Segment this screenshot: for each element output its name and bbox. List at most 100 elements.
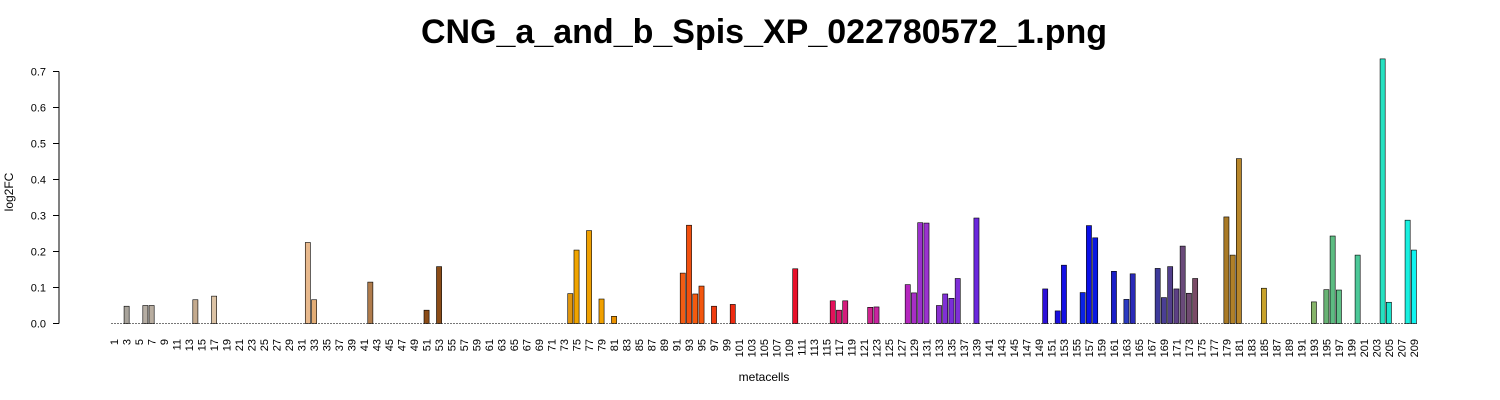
bar — [611, 315, 617, 324]
x-tick-label: 51 — [422, 339, 434, 351]
x-tick-label: 127 — [896, 339, 908, 357]
bar — [1229, 254, 1236, 324]
x-tick-label: 169 — [1159, 339, 1171, 357]
x-tick-label: 187 — [1271, 339, 1283, 357]
bar — [1079, 292, 1086, 324]
bar — [948, 297, 955, 324]
y-tick-label: 0.7 — [31, 67, 46, 79]
x-tick-label: 207 — [1396, 339, 1408, 357]
x-tick-label: 103 — [747, 339, 759, 357]
x-tick-label: 183 — [1246, 339, 1258, 357]
x-tick-label: 91 — [672, 339, 684, 351]
x-tick-label: 197 — [1334, 339, 1346, 357]
x-tick-label: 79 — [597, 339, 609, 351]
bar — [711, 305, 717, 324]
bar — [842, 300, 849, 324]
bar — [729, 304, 736, 324]
x-tick-label: 171 — [1171, 339, 1183, 357]
x-tick-label: 111 — [796, 339, 808, 356]
bar — [1092, 237, 1099, 324]
x-tick-label: 173 — [1184, 339, 1196, 357]
bar — [936, 305, 942, 324]
bar — [211, 295, 217, 324]
chart-title: CNG_a_and_b_Spis_XP_022780572_1.png — [421, 13, 1107, 51]
bar — [917, 222, 924, 324]
bar — [1336, 289, 1342, 324]
y-tick-label: 0.4 — [31, 175, 46, 187]
bar — [1323, 289, 1330, 324]
bar — [192, 299, 199, 324]
x-tick-label: 177 — [1209, 339, 1221, 357]
x-tick-label: 195 — [1321, 339, 1333, 357]
bar — [304, 242, 311, 324]
bar — [586, 230, 592, 324]
x-tick-label: 93 — [684, 339, 696, 351]
bar — [867, 306, 874, 324]
x-tick-label: 87 — [647, 339, 659, 351]
x-tick-label: 159 — [1096, 339, 1108, 357]
bar — [1386, 301, 1392, 324]
x-tick-label: 63 — [497, 339, 509, 351]
bar — [1404, 219, 1411, 324]
bar — [148, 305, 155, 324]
x-tick-label: 155 — [1071, 339, 1083, 357]
x-tick-label: 89 — [659, 339, 671, 351]
bar — [792, 268, 799, 324]
y-tick-label: 0.5 — [31, 139, 46, 151]
x-tick-label: 107 — [771, 339, 783, 357]
x-tick-label: 179 — [1221, 339, 1233, 357]
bar — [1223, 216, 1230, 324]
y-tick-label: 0.2 — [31, 247, 46, 259]
x-tick-label: 9 — [159, 339, 171, 345]
x-tick-label: 35 — [322, 339, 334, 351]
y-axis: 0.0 0.1 0.2 0.3 0.4 0.5 0.6 0.7 — [31, 67, 60, 331]
x-tick-label: 149 — [1034, 339, 1046, 357]
bar — [692, 293, 699, 324]
bar — [973, 217, 980, 324]
bar — [836, 309, 842, 324]
x-tick-label: 59 — [472, 339, 484, 351]
bar — [1042, 288, 1049, 324]
bar — [1311, 301, 1317, 324]
bar — [1329, 235, 1336, 324]
x-tick-label: 185 — [1259, 339, 1271, 357]
x-tick-label: 201 — [1359, 339, 1371, 357]
x-tick-label: 203 — [1371, 339, 1383, 357]
bar — [142, 305, 149, 324]
bar — [1186, 292, 1192, 324]
x-tick-label: 131 — [921, 339, 933, 357]
x-tick-label: 55 — [447, 339, 459, 351]
x-tick-label: 115 — [821, 339, 833, 357]
x-tick-label: 167 — [1146, 339, 1158, 357]
x-tick-label: 139 — [971, 339, 983, 357]
bar — [1192, 278, 1199, 324]
x-tick-label: 205 — [1384, 339, 1396, 357]
bar — [1411, 249, 1417, 324]
x-tick-label: 17 — [209, 339, 221, 351]
x-tick-label: 137 — [959, 339, 971, 357]
x-tick-label: 73 — [559, 339, 571, 351]
x-tick-label: 61 — [484, 339, 496, 351]
bar — [1129, 273, 1136, 324]
x-tick-label: 145 — [1009, 339, 1021, 357]
x-tick-label: 105 — [759, 339, 771, 357]
y-tick-label: 0.3 — [31, 211, 46, 223]
bar — [1379, 58, 1386, 324]
x-tick-label: 7 — [147, 339, 159, 345]
bar — [598, 298, 605, 324]
x-tick-label: 123 — [871, 339, 883, 357]
x-tick-label: 45 — [384, 339, 396, 351]
bar — [423, 309, 430, 324]
bar — [123, 305, 130, 324]
x-tick-label: 153 — [1059, 339, 1071, 357]
x-tick-label: 49 — [409, 339, 421, 351]
x-tick-label: 193 — [1309, 339, 1321, 357]
x-tick-label: 31 — [297, 339, 309, 351]
x-tick-label: 199 — [1346, 339, 1358, 357]
x-tick-label: 69 — [534, 339, 546, 351]
x-tick-label: 81 — [609, 339, 621, 351]
bar — [1061, 264, 1067, 324]
bar — [1354, 254, 1361, 324]
x-tick-label: 133 — [934, 339, 946, 357]
